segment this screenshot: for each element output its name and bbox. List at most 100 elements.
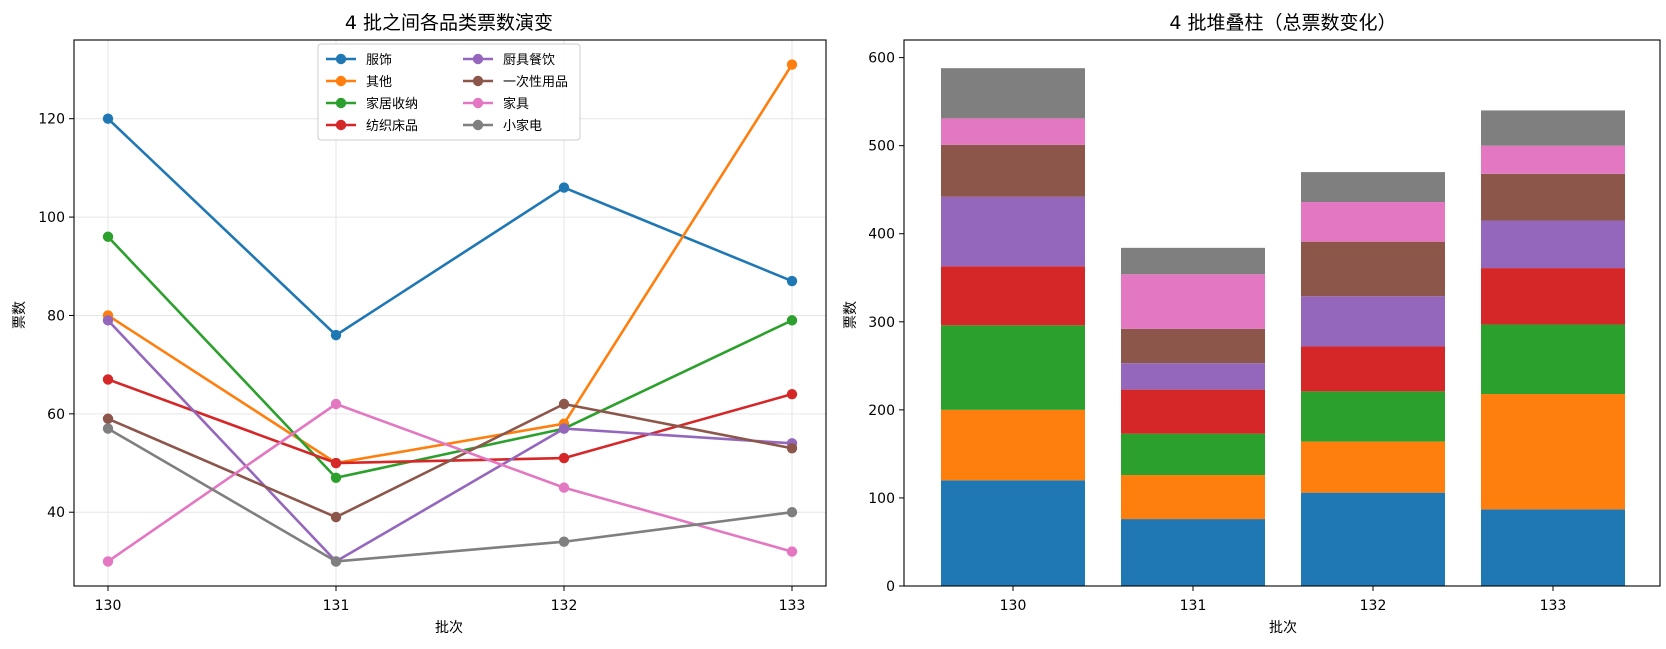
data-point — [558, 182, 570, 193]
data-point — [786, 546, 798, 557]
y-tick-label: 120 — [38, 112, 65, 128]
bar-segment-5 — [1481, 173, 1625, 221]
bar-segment-4 — [1121, 363, 1265, 390]
legend-label: 服饰 — [366, 53, 392, 68]
bar-segment-6 — [1301, 202, 1445, 242]
bar-segment-2 — [1301, 391, 1445, 442]
line-chart-series — [102, 59, 798, 567]
bar-segment-1 — [1121, 475, 1265, 520]
legend-swatch-marker — [472, 119, 484, 131]
legend-swatch-marker — [335, 75, 347, 87]
stacked-bar-chart: 4 批堆叠柱（总票数变化） 批次 票数 130 131 132 133 0 100 200 3… — [843, 12, 1661, 636]
data-point — [558, 482, 570, 493]
legend-label: 家居收纳 — [366, 96, 418, 112]
data-point — [330, 556, 342, 567]
bar-segment-2 — [1121, 433, 1265, 476]
line-chart-x-axis-label: 批次 — [435, 620, 463, 636]
x-tick-label: 133 — [779, 598, 806, 614]
bar-chart-x-axis-label: 批次 — [1269, 620, 1297, 636]
bar-segment-4 — [1481, 220, 1625, 269]
y-tick-label: 100 — [38, 210, 65, 226]
x-tick-label: 130 — [95, 598, 122, 614]
bar-chart-y-axis-label: 票数 — [843, 301, 859, 329]
series-line-2 — [107, 235, 793, 480]
bar-chart-axes: 130 131 132 133 0 100 200 300 400 500 600 — [868, 39, 1661, 614]
data-point — [786, 275, 798, 287]
bar-segment-1 — [1481, 394, 1625, 510]
data-point — [558, 452, 570, 464]
x-tick-label: 132 — [1360, 598, 1387, 614]
bar-segment-2 — [1481, 324, 1625, 395]
line-chart-axes: 130 131 132 133 40 60 80 100 120 — [38, 39, 827, 614]
bar-segment-7 — [1301, 172, 1445, 203]
data-point — [786, 315, 798, 326]
line-chart-title: 4 批之间各品类票数演变 — [345, 12, 553, 34]
legend-label: 家具 — [503, 96, 529, 112]
x-tick-label: 131 — [323, 598, 350, 614]
bar-segment-5 — [1121, 328, 1265, 364]
bar-segment-1 — [1301, 441, 1445, 493]
data-point — [786, 59, 798, 70]
bar-segment-5 — [1301, 241, 1445, 297]
bar-chart-bars — [941, 68, 1625, 586]
y-tick-label: 500 — [868, 139, 895, 155]
data-point — [102, 423, 114, 434]
legend-swatch-marker — [335, 53, 347, 65]
line-chart: 4 批之间各品类票数演变 批次 票数 130 131 132 133 40 60 80 100… — [12, 12, 827, 636]
x-tick-label: 132 — [551, 598, 578, 614]
data-point — [786, 443, 798, 454]
y-tick-label: 400 — [868, 227, 895, 243]
x-tick-label: 130 — [1000, 598, 1027, 614]
data-point — [102, 231, 114, 242]
series-line-6 — [107, 402, 793, 563]
legend-swatch-marker — [335, 97, 347, 109]
legend-label: 纺织床品 — [366, 119, 418, 134]
bar-segment-6 — [1121, 274, 1265, 329]
legend-swatch-marker — [472, 97, 484, 109]
bar-chart-title: 4 批堆叠柱（总票数变化） — [1169, 12, 1396, 34]
data-point — [330, 472, 342, 483]
bar-segment-7 — [1481, 110, 1625, 146]
data-point — [330, 457, 342, 469]
legend-label: 一次性用品 — [503, 74, 568, 90]
series-line-0 — [107, 117, 793, 337]
y-tick-label: 300 — [868, 315, 895, 331]
legend-swatch-marker — [472, 75, 484, 87]
y-tick-label: 100 — [868, 491, 895, 507]
bar-segment-6 — [941, 118, 1085, 145]
data-point — [330, 511, 342, 523]
data-point — [558, 423, 570, 434]
x-tick-label: 133 — [1540, 598, 1567, 614]
data-point — [786, 388, 798, 400]
y-tick-label: 600 — [868, 51, 895, 67]
legend-swatch-marker — [335, 119, 347, 131]
legend-box — [317, 43, 581, 141]
bar-segment-0 — [1481, 509, 1625, 586]
data-point — [786, 507, 798, 518]
legend-swatch-marker — [472, 53, 484, 65]
y-tick-label: 200 — [868, 403, 895, 419]
bar-segment-5 — [941, 144, 1085, 197]
bar-segment-0 — [1121, 519, 1265, 586]
bar-segment-4 — [941, 196, 1085, 267]
data-point — [102, 374, 114, 385]
bar-segment-2 — [941, 325, 1085, 410]
y-tick-label: 0 — [886, 579, 895, 595]
series-line-3 — [107, 378, 793, 465]
series-line-1 — [107, 63, 794, 465]
series-line-7 — [107, 427, 793, 563]
y-tick-label: 60 — [47, 407, 65, 423]
data-point — [102, 413, 114, 424]
legend-label: 小家电 — [503, 118, 542, 134]
data-point — [102, 556, 114, 567]
bar-segment-3 — [1301, 346, 1445, 392]
series-line-4 — [107, 319, 793, 563]
series-line-5 — [107, 402, 793, 519]
data-point — [558, 398, 570, 410]
plot-frame — [73, 39, 827, 587]
legend-label: 厨具餐饮 — [503, 52, 555, 68]
bar-segment-7 — [1121, 247, 1265, 275]
